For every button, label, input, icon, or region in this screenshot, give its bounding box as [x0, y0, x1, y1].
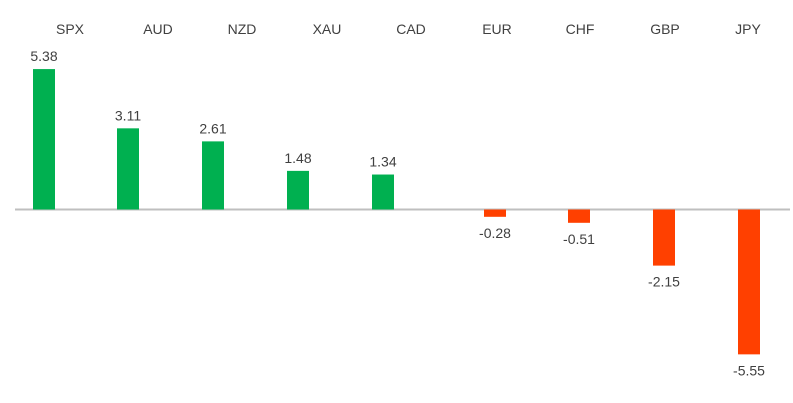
- bar-xau: [287, 170, 309, 210]
- data-label-nzd: 2.61: [199, 120, 226, 136]
- category-label-xau: XAU: [313, 21, 342, 37]
- data-label-gbp: -2.15: [648, 274, 680, 290]
- bar-cad: [372, 174, 394, 210]
- category-label-gbp: GBP: [650, 21, 680, 37]
- category-label-aud: AUD: [143, 21, 173, 37]
- data-label-aud: 3.11: [115, 107, 141, 123]
- bar-jpy: [738, 209, 760, 355]
- category-label-eur: EUR: [482, 21, 512, 37]
- category-label-cad: CAD: [396, 21, 426, 37]
- bar-nzd: [202, 141, 224, 210]
- bar-aud: [117, 128, 139, 210]
- bar-gbp: [653, 209, 675, 266]
- data-label-spx: 5.38: [30, 48, 57, 64]
- bar-eur: [484, 209, 506, 217]
- data-label-cad: 1.34: [369, 154, 396, 170]
- data-label-xau: 1.48: [284, 150, 311, 166]
- category-label-jpy: JPY: [735, 21, 761, 37]
- data-label-jpy: -5.55: [733, 362, 765, 378]
- category-label-nzd: NZD: [228, 21, 257, 37]
- category-label-spx: SPX: [56, 21, 85, 37]
- data-label-eur: -0.28: [479, 225, 511, 241]
- data-label-chf: -0.51: [563, 231, 595, 247]
- category-label-chf: CHF: [566, 21, 595, 37]
- bar-spx: [33, 69, 55, 210]
- bar-chf: [568, 209, 590, 223]
